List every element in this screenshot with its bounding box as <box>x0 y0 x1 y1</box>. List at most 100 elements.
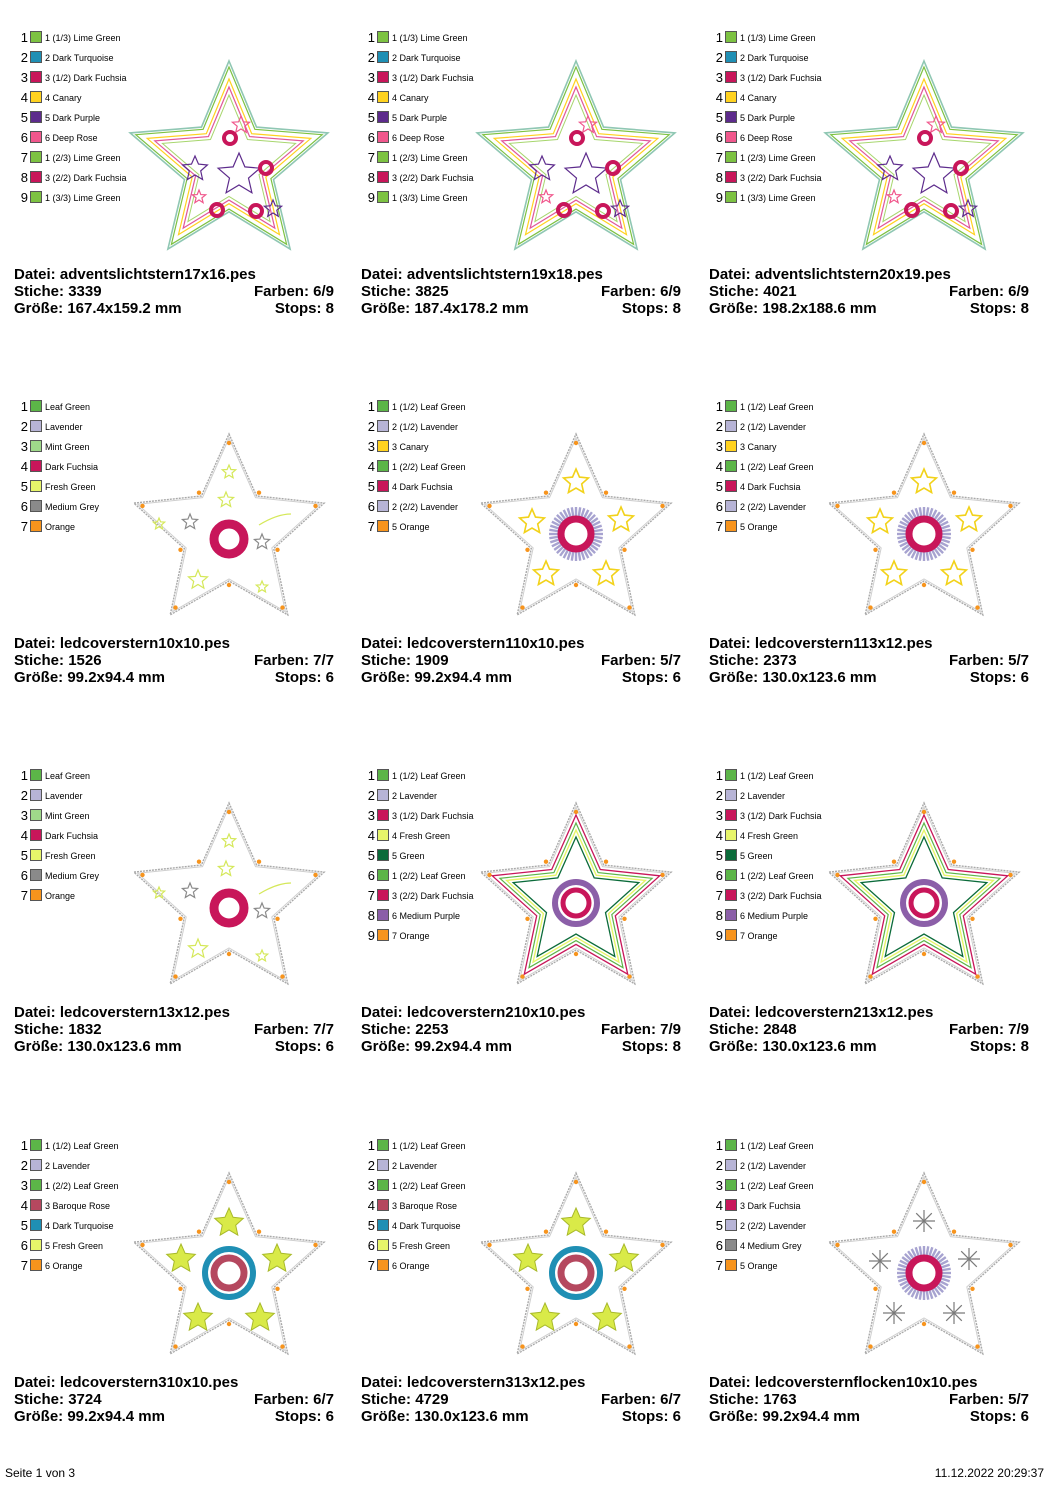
thread-color-name: Leaf Green <box>45 402 91 412</box>
thread-color-name: 1 (3/3) Lime Green <box>740 193 816 203</box>
orange-marker <box>1008 503 1013 509</box>
design-size: 167.4x159.2 mm <box>67 300 182 317</box>
orange-marker <box>178 1286 183 1291</box>
stops-label: Stops: <box>621 1038 669 1055</box>
stop-count: 6 <box>1020 669 1029 686</box>
outer-star-outline <box>128 58 330 251</box>
orange-marker <box>520 605 525 610</box>
thread-color-name: 4 Canary <box>740 93 777 103</box>
thread-color-row: 3 3 (1/2) Dark Fuchsia <box>713 808 833 828</box>
stops-label: Stops: <box>621 300 669 317</box>
small-star <box>220 832 238 848</box>
stops-line: Stops: 8 <box>622 300 681 317</box>
orange-marker <box>525 1286 530 1291</box>
thread-color-swatch <box>30 91 42 103</box>
star-outline <box>838 813 1010 976</box>
thread-color-swatch <box>30 131 42 143</box>
orange-marker <box>226 1321 232 1327</box>
thread-number: 4 <box>715 1198 723 1213</box>
stops-label: Stops: <box>621 669 669 686</box>
thread-color-swatch <box>377 769 389 781</box>
orange-marker <box>627 1344 632 1349</box>
snowflake-stroke <box>885 1304 903 1322</box>
star-outline <box>492 77 660 236</box>
orange-marker <box>835 1242 840 1248</box>
thread-color-name: 2 (2/2) Lavender <box>392 502 459 512</box>
thread-color-swatch <box>377 500 389 512</box>
thread-color-name: 2 (2/2) Lavender <box>740 502 807 512</box>
design-info: Datei: adventslichtstern20x19.pes Stiche:… <box>709 266 1029 317</box>
thread-color-swatch <box>30 191 42 203</box>
thread-color-row: 6 1 (2/2) Leaf Green <box>713 868 833 888</box>
star-outline <box>132 801 326 986</box>
thread-color-name: Lavender <box>45 422 83 432</box>
thread-number: 5 <box>20 1218 28 1233</box>
thread-color-row: 2 2 Lavender <box>18 1158 138 1178</box>
thread-color-name: 1 (1/2) Leaf Green <box>392 1141 466 1151</box>
canary-star <box>531 558 561 587</box>
thread-color-name: 3 (1/2) Dark Fuchsia <box>740 811 822 821</box>
thread-color-name: 7 Orange <box>740 931 778 941</box>
thread-color-swatch <box>30 440 42 452</box>
stitch-count: 2253 <box>415 1021 449 1038</box>
thread-color-row: 6 5 Fresh Green <box>365 1238 485 1258</box>
fresh-green-star <box>213 1206 245 1237</box>
thread-color-row: 6 Medium Grey <box>18 868 138 888</box>
stop-count: 6 <box>325 1038 334 1055</box>
fuchsia-ring <box>904 202 920 218</box>
orange-marker <box>891 490 897 495</box>
thread-number: 6 <box>367 499 375 514</box>
thread-number: 2 <box>20 788 28 803</box>
thread-color-name: Mint Green <box>45 811 90 821</box>
thread-number: 5 <box>20 479 28 494</box>
thread-color-row: 1 1 (1/3) Lime Green <box>365 30 485 50</box>
colors-line: Farben: 5/7 <box>949 1391 1029 1408</box>
canary-star <box>865 506 895 535</box>
size-label: Größe: <box>709 1038 759 1055</box>
embroidery-design-preview <box>132 1171 326 1356</box>
design-info: Datei: ledcoverstern10x10.pes Stiche: 152… <box>14 635 334 686</box>
thread-color-swatch <box>725 849 737 861</box>
size-label: Größe: <box>361 669 411 686</box>
orange-marker <box>275 916 280 921</box>
thread-color-row: 1 1 (1/2) Leaf Green <box>365 1138 485 1158</box>
size-label: Größe: <box>14 1038 64 1055</box>
star-motif <box>911 151 957 195</box>
thread-color-name: 6 Medium Purple <box>740 911 809 921</box>
size-line: Größe: 99.2x94.4 mm <box>709 1408 860 1425</box>
stitch-count: 1763 <box>763 1391 797 1408</box>
stitches-label: Stiche: <box>709 652 760 669</box>
embroidery-design-preview <box>479 1171 673 1356</box>
thread-color-name: 4 Dark Turquoise <box>392 1221 461 1231</box>
orange-marker <box>196 490 202 495</box>
orange-marker <box>921 582 927 588</box>
star-motif <box>957 198 979 218</box>
thread-number: 3 <box>367 1178 375 1193</box>
thread-color-swatch <box>377 440 389 452</box>
stops-label: Stops: <box>274 1038 322 1055</box>
thread-color-name: Lavender <box>45 791 83 801</box>
thread-number: 4 <box>20 459 28 474</box>
design-info: Datei: adventslichtstern19x18.pes Stiche:… <box>361 266 681 317</box>
design-card: 1 1 (1/2) Leaf Green 2 2 Lavender 3 1 (2/2) L… <box>14 1128 344 1488</box>
stitches-label: Stiche: <box>709 283 760 300</box>
thread-number: 5 <box>20 848 28 863</box>
thread-color-row: 7 Orange <box>18 888 138 908</box>
embroidery-design-preview <box>132 801 326 986</box>
stitches-label: Stiche: <box>14 283 65 300</box>
embroidery-design-preview <box>128 58 330 251</box>
size-line: Größe: 130.0x123.6 mm <box>14 1038 182 1055</box>
thread-number: 4 <box>20 828 28 843</box>
thread-color-swatch <box>725 1139 737 1151</box>
stitches-label: Stiche: <box>361 283 412 300</box>
stop-count: 8 <box>672 1038 681 1055</box>
star-motif <box>528 154 556 181</box>
stop-count: 8 <box>325 300 334 317</box>
thread-number: 8 <box>367 908 375 923</box>
thread-number: 5 <box>715 1218 723 1233</box>
small-star <box>216 859 236 877</box>
orange-marker <box>970 547 975 552</box>
thread-color-swatch <box>377 789 389 801</box>
thread-color-swatch <box>725 191 737 203</box>
file-line: Datei: adventslichtstern19x18.pes <box>361 266 603 283</box>
